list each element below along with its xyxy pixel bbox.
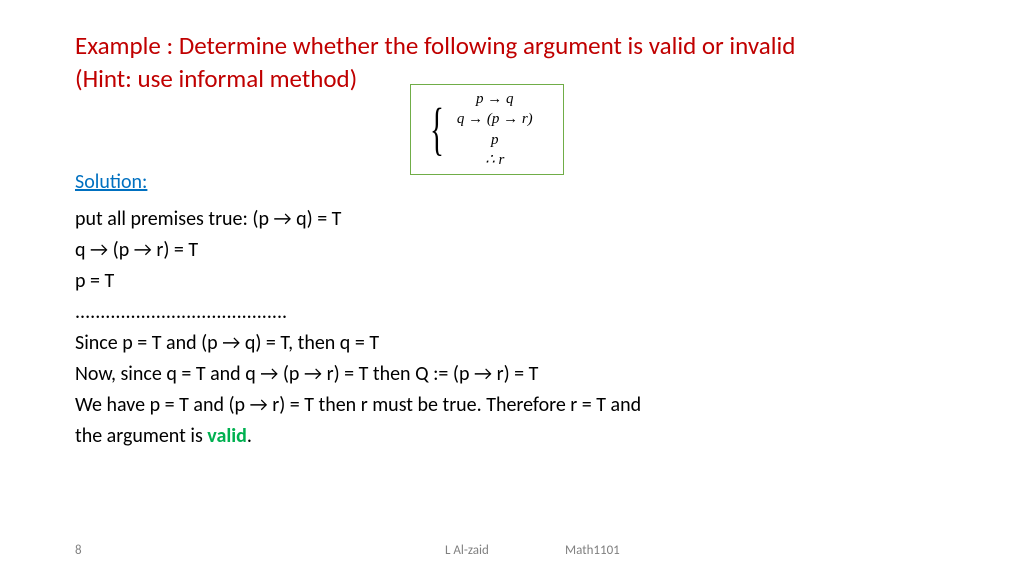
solution-line-8: the argument is valid. xyxy=(75,421,949,452)
title-line-2: (Hint: use informal method) xyxy=(75,63,357,94)
footer: 8 L Al-zaid Math1101 xyxy=(0,543,1024,558)
solution-line-8-prefix: the argument is xyxy=(75,424,207,448)
solution-line-3: p = T xyxy=(75,266,949,297)
solution-line-7: We have p = T and (p → r) = T then r mus… xyxy=(75,390,949,421)
solution-line-2: q → (p → r) = T xyxy=(75,235,949,266)
title-line-1: Example : Determine whether the followin… xyxy=(75,30,795,61)
argument-premise-2: q → (p → r) xyxy=(457,109,533,129)
argument-lines: p → q q → (p → r) p ∴ r xyxy=(457,89,533,170)
argument-conclusion: ∴ r xyxy=(457,150,533,170)
argument-box: { p → q q → (p → r) p ∴ r xyxy=(410,84,564,175)
left-brace-icon: { xyxy=(430,106,444,152)
solution-line-6: Now, since q = T and q → (p → r) = T the… xyxy=(75,359,949,390)
footer-course: Math1101 xyxy=(565,543,620,558)
solution-line-1: put all premises true: (p → q) = T xyxy=(75,204,949,235)
solution-separator: ........................................… xyxy=(75,297,949,328)
solution-line-5: Since p = T and (p → q) = T, then q = T xyxy=(75,328,949,359)
argument-premise-1: p → q xyxy=(457,89,533,109)
footer-author: L Al-zaid xyxy=(445,543,489,558)
argument-premise-3: p xyxy=(457,130,533,150)
solution-line-8-suffix: . xyxy=(247,424,252,448)
valid-word: valid xyxy=(207,424,247,448)
page-number: 8 xyxy=(75,543,82,558)
